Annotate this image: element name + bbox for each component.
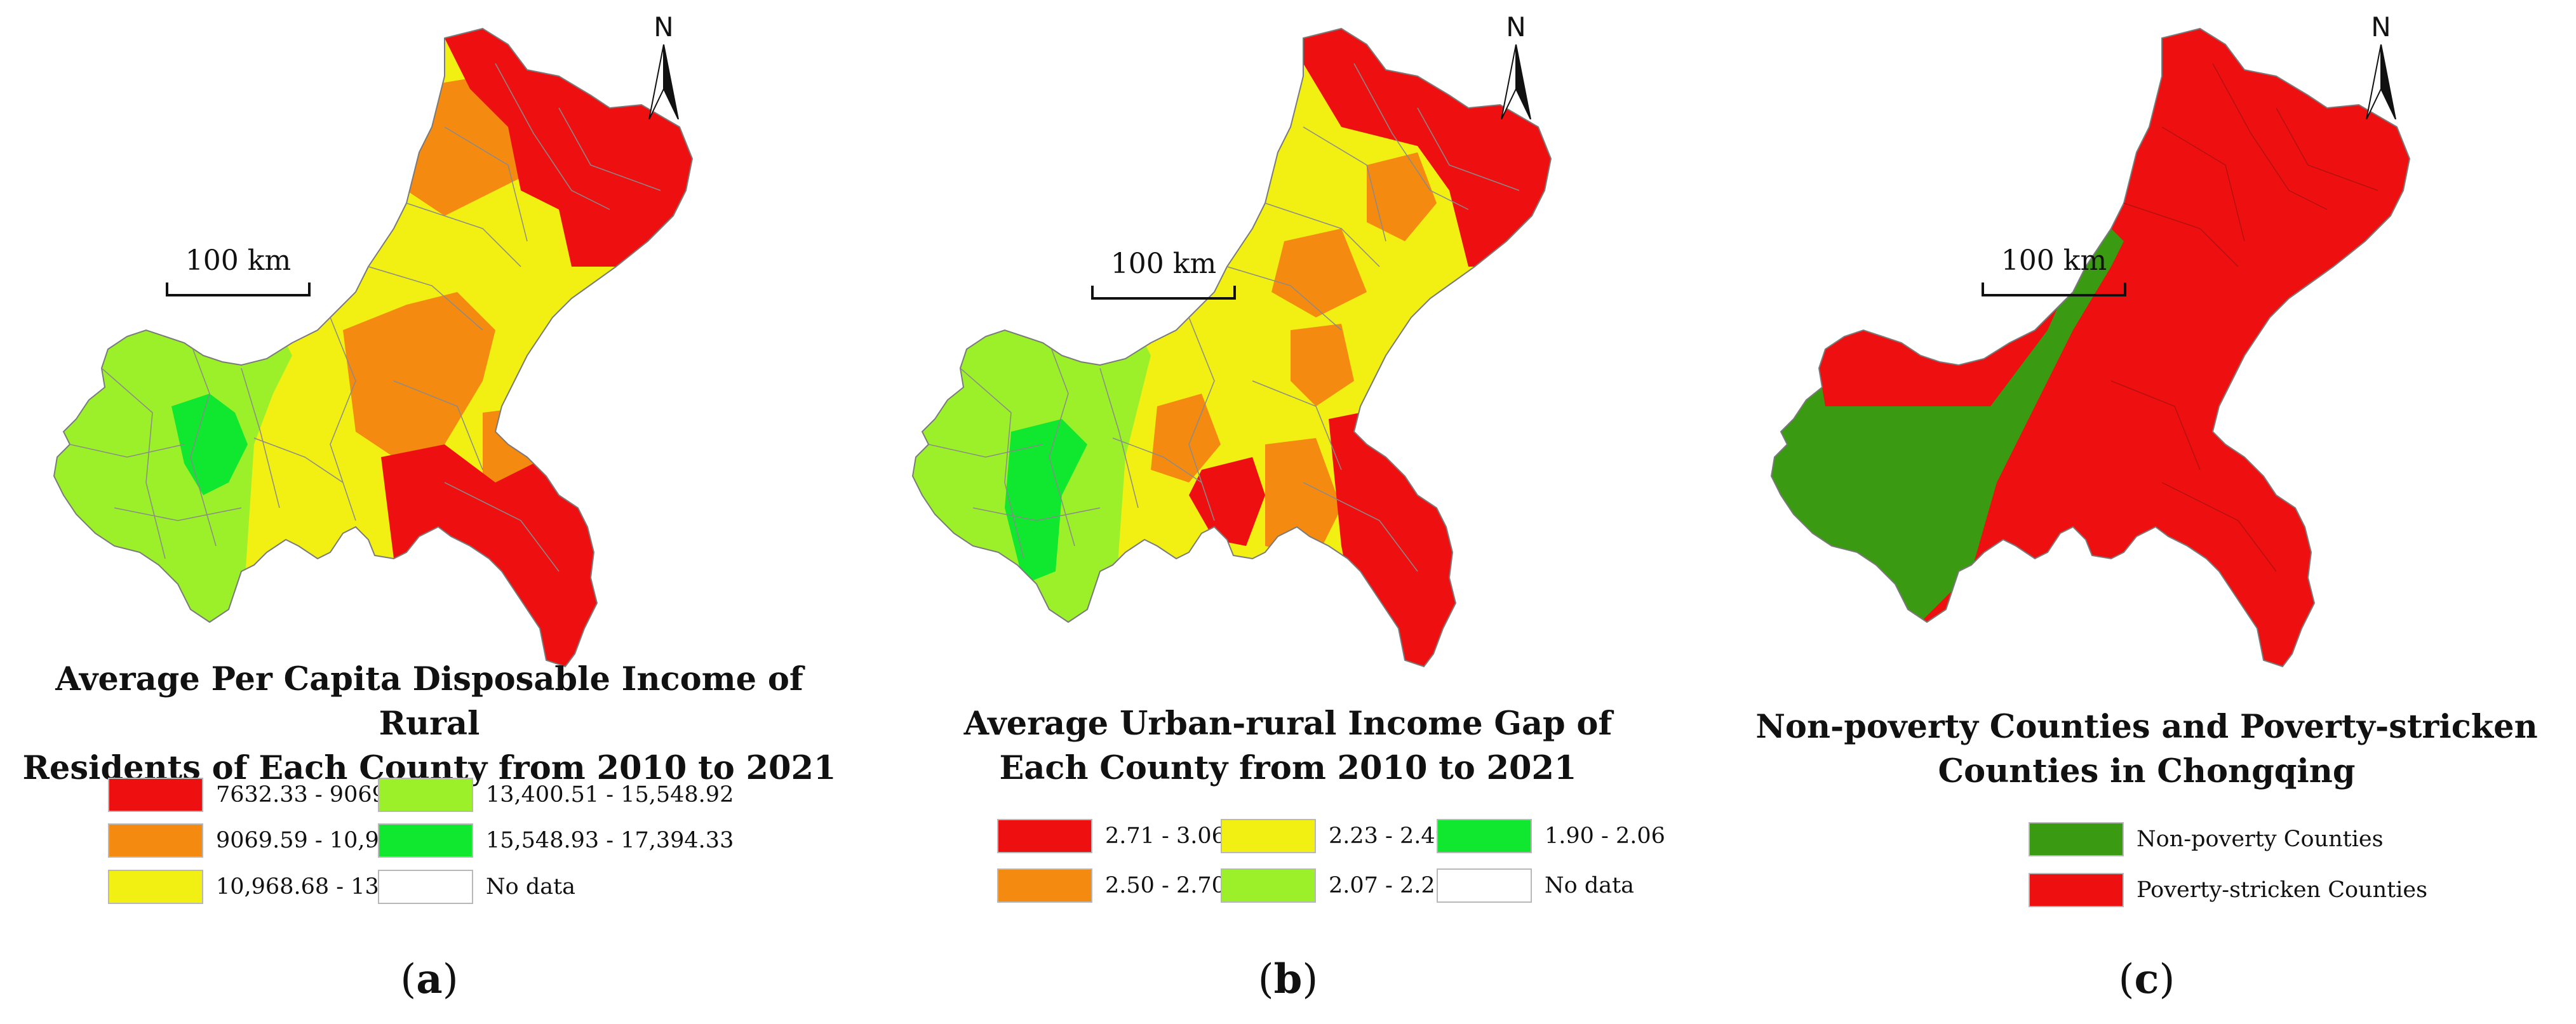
- north-arrow: N: [2352, 11, 2410, 119]
- panel-a: N 100 km Average Per Capita Disposable I…: [0, 0, 859, 1024]
- legend-item: 15,548.93 - 17,394.33: [378, 823, 734, 858]
- scale-bar-line: [166, 283, 311, 296]
- region-red-southwest: [1189, 457, 1265, 546]
- scale-label: 100 km: [1110, 248, 1217, 280]
- legend-label: 2.07 - 2.22: [1329, 873, 1449, 898]
- north-label: N: [654, 11, 674, 43]
- legend-label: Non-poverty Counties: [2137, 827, 2384, 852]
- legend-label: No data: [1545, 873, 1635, 898]
- region-orange-south: [1265, 438, 1341, 559]
- north-arrow: N: [1487, 11, 1545, 119]
- legend-swatch: [1437, 868, 1532, 903]
- legend-item: 7632.33 - 9069.58: [108, 778, 422, 812]
- panel-caption: (b): [1258, 955, 1318, 1003]
- north-label: N: [2371, 11, 2391, 43]
- title-line-2: Counties in Chongqing: [1938, 752, 2356, 790]
- county-boundaries: [928, 63, 1520, 572]
- map-income: [53, 28, 693, 667]
- legend-item: 2.07 - 2.22: [1221, 868, 1449, 903]
- legend-swatch: [997, 819, 1092, 853]
- map-title: Average Per Capita Disposable Income of …: [0, 657, 859, 790]
- legend-item: Poverty-stricken Counties: [2029, 873, 2427, 907]
- scale-bar: 100 km: [1978, 244, 2130, 302]
- legend-swatch: [1221, 868, 1316, 903]
- legend-label: 13,400.51 - 15,548.92: [486, 782, 734, 808]
- legend-label: 2.23 - 2.49: [1329, 823, 1449, 849]
- legend-label: 1.90 - 2.06: [1545, 823, 1665, 849]
- legend-swatch: [1221, 819, 1316, 853]
- legend-item: 1.90 - 2.06: [1437, 819, 1665, 853]
- county-boundaries: [2110, 63, 2378, 572]
- legend-swatch: [2029, 822, 2124, 856]
- region-red-south: [381, 444, 610, 667]
- legend-item: 13,400.51 - 15,548.92: [378, 778, 734, 812]
- legend-label: 2.50 - 2.70: [1105, 873, 1226, 898]
- north-arrow-icon: [648, 44, 679, 119]
- region-red-south: [1329, 406, 1468, 667]
- scale-bar-line: [1982, 283, 2126, 296]
- map-income-gap: [912, 28, 1552, 667]
- north-label: N: [1506, 11, 1526, 43]
- map-title: Non-poverty Counties and Poverty-stricke…: [1717, 705, 2576, 794]
- legend-label: Poverty-stricken Counties: [2137, 877, 2428, 903]
- legend-label: 2.71 - 3.06: [1105, 823, 1226, 849]
- panel-caption: (a): [400, 955, 459, 1003]
- legend-swatch: [378, 778, 473, 812]
- legend-swatch: [2029, 873, 2124, 907]
- region-orange-mid: [1291, 324, 1354, 406]
- legend-item: No data: [378, 870, 575, 904]
- region-orange-mid: [343, 292, 495, 457]
- legend-item: Non-poverty Counties: [2029, 822, 2384, 856]
- north-arrow-icon: [2366, 44, 2396, 119]
- legend-item: No data: [1437, 868, 1634, 903]
- scale-label: 100 km: [185, 244, 292, 277]
- title-line-1: Non-poverty Counties and Poverty-stricke…: [1755, 708, 2538, 746]
- north-arrow-icon: [1501, 44, 1531, 119]
- legend-item: 2.23 - 2.49: [1221, 819, 1449, 853]
- legend-swatch: [108, 870, 203, 904]
- north-arrow: N: [635, 11, 692, 119]
- region-orange-center: [1271, 229, 1367, 317]
- scale-label: 100 km: [2001, 244, 2107, 277]
- legend-swatch: [378, 870, 473, 904]
- scale-bar-line: [1091, 286, 1236, 300]
- title-line-1: Average Per Capita Disposable Income of …: [55, 660, 803, 743]
- county-boundaries: [69, 63, 661, 572]
- legend-swatch: [1437, 819, 1532, 853]
- region-darkgreen: [1771, 229, 2124, 635]
- region-green: [1005, 419, 1087, 584]
- legend-swatch: [108, 778, 203, 812]
- legend-label: 15,548.93 - 17,394.33: [486, 828, 734, 853]
- region-green: [171, 394, 248, 495]
- panel-c: N 100 km Non-poverty Counties and Povert…: [1717, 0, 2576, 1024]
- map-title: Average Urban-rural Income Gap of Each C…: [859, 702, 1717, 790]
- legend-item: 2.50 - 2.70: [997, 868, 1226, 903]
- map-poverty-status: [1771, 28, 2410, 667]
- legend-swatch: [997, 868, 1092, 903]
- panel-b: N 100 km Average Urban-rural Income Gap …: [859, 0, 1717, 1024]
- title-line-2: Each County from 2010 to 2021: [999, 749, 1577, 787]
- legend-swatch: [378, 823, 473, 858]
- legend-swatch: [108, 823, 203, 858]
- scale-bar: 100 km: [1087, 248, 1240, 305]
- panel-caption: (c): [2118, 955, 2175, 1003]
- scale-bar: 100 km: [162, 244, 314, 302]
- legend-item: 2.71 - 3.06: [997, 819, 1226, 853]
- title-line-1: Average Urban-rural Income Gap of: [963, 705, 1613, 743]
- legend-label: No data: [486, 874, 576, 900]
